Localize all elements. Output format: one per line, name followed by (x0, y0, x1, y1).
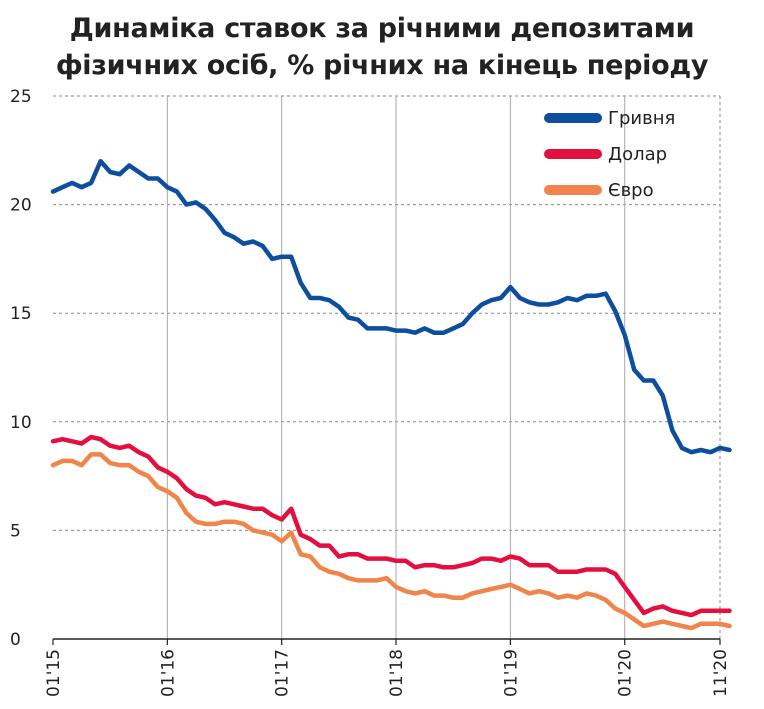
y-tick-label: 0 (10, 630, 21, 650)
series-line-0 (50, 158, 732, 455)
x-tick-label: 01'18 (387, 649, 407, 697)
y-tick-label: 10 (10, 413, 32, 433)
x-axis-ticks: 01'15 01'16 01'17 01'18 01'19 01'20 11'20 (44, 639, 731, 697)
y-tick-label: 25 (10, 87, 32, 107)
legend-label-0: Гривня (608, 108, 675, 129)
legend: Гривня Долар Євро (544, 108, 675, 201)
series-line-2 (50, 452, 732, 631)
series-line-1 (50, 434, 732, 618)
chart-title-line-1: Динаміка ставок за річними депозитами (69, 13, 695, 44)
x-tick-label: 01'17 (273, 649, 293, 697)
y-tick-label: 15 (10, 304, 32, 324)
legend-label-2: Євро (608, 180, 654, 201)
y-tick-label: 20 (10, 196, 32, 216)
series-lines (50, 158, 732, 631)
chart-title-line-2: фізичних осіб, % річних на кінець період… (55, 50, 709, 81)
x-tick-label: 01'20 (616, 649, 636, 697)
chart-title: Динаміка ставок за річними депозитами фі… (0, 10, 764, 84)
x-tick-label: 01'15 (44, 649, 64, 697)
legend-label-1: Долар (608, 144, 667, 165)
x-tick-label: 01'19 (501, 649, 521, 697)
y-axis-ticks: 0 5 10 15 20 25 (10, 87, 32, 650)
y-tick-label: 5 (10, 521, 21, 541)
x-tick-label: 01'16 (158, 649, 178, 697)
x-tick-label: 11'20 (711, 649, 731, 697)
